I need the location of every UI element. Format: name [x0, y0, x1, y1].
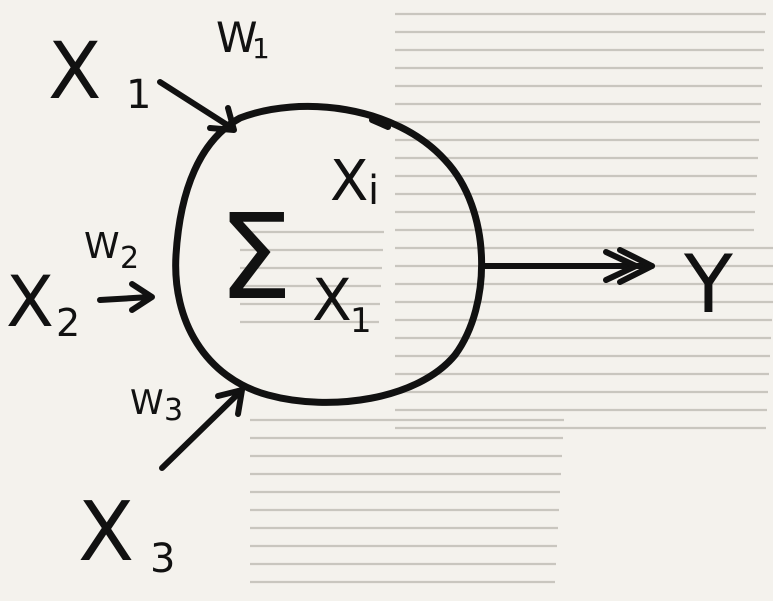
input-arrow-2 — [97, 281, 155, 313]
circle-tail-stroke — [369, 117, 391, 130]
weight-symbol-3: W — [130, 383, 164, 423]
weight-label-1: W 1 — [216, 13, 270, 65]
input-label-3: X 3 — [78, 485, 175, 582]
upper-limit-symbol: X — [330, 149, 368, 214]
input-index-1: 1 — [126, 72, 151, 118]
output-arrow — [479, 247, 655, 285]
input-arrow-3 — [159, 387, 245, 471]
input-index-2: 2 — [56, 301, 80, 345]
input-label-2: X 2 — [6, 261, 80, 345]
weight-index-3: 3 — [164, 393, 183, 428]
input-arrow-1 — [157, 79, 237, 133]
weight-symbol-2: W — [84, 226, 120, 267]
weight-symbol-1: W — [216, 13, 258, 62]
weight-label-3: W 3 — [130, 383, 183, 428]
input-symbol-1: X — [48, 27, 101, 117]
upper-limit-index: i — [368, 168, 379, 214]
weight-index-1: 1 — [252, 32, 270, 65]
lower-limit-index: 1 — [350, 301, 372, 341]
neuron-node-circle — [172, 102, 485, 406]
summation-expression: Σ X i X 1 — [218, 149, 379, 341]
weight-label-2: W 2 — [84, 226, 139, 276]
input-index-3: 3 — [150, 536, 175, 582]
output-label: Y — [683, 238, 734, 331]
bleed-through-text — [240, 12, 773, 584]
input-symbol-2: X — [6, 261, 54, 343]
weight-index-2: 2 — [120, 241, 139, 276]
input-label-1: X 1 — [48, 27, 151, 118]
lower-limit-symbol: X — [312, 266, 352, 334]
sum-symbol: Σ — [218, 188, 293, 326]
input-symbol-3: X — [78, 485, 134, 580]
